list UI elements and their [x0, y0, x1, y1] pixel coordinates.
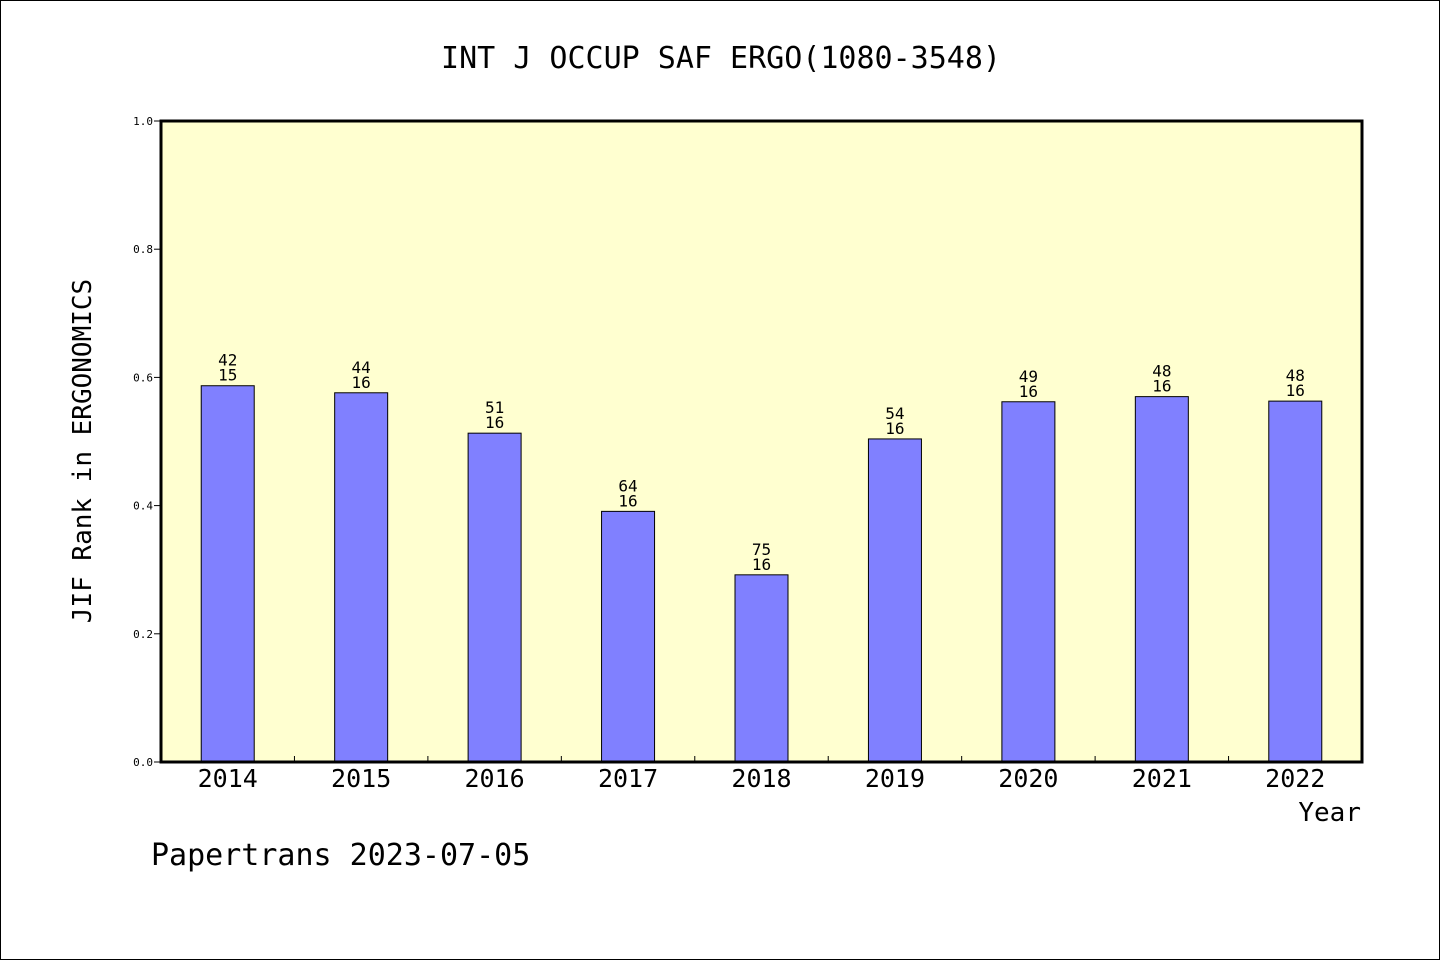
bar-2020	[1001, 401, 1056, 763]
x-tick-label: 2018	[731, 764, 791, 793]
x-tick-label: 2019	[865, 764, 925, 793]
y-tick-label: 0.2	[133, 628, 153, 641]
footer-text: Papertrans 2023-07-05	[151, 838, 530, 873]
y-tick-label: 0.4	[133, 500, 153, 513]
bar-label-top: 49	[1019, 367, 1038, 386]
bar-label-top: 48	[1286, 366, 1305, 385]
bar-2017	[601, 510, 656, 763]
bar-2021	[1134, 396, 1189, 763]
y-axis-ticks: 0.0 0.2 0.4 0.6 0.8 1.0	[133, 115, 161, 769]
bar-label-bottom: 16	[1152, 377, 1171, 396]
x-tick-label: 2020	[998, 764, 1058, 793]
x-tick-label: 2021	[1132, 764, 1192, 793]
bar-label-bottom: 16	[1286, 381, 1305, 400]
x-tick-label: 2022	[1265, 764, 1325, 793]
bar-label-bottom: 16	[352, 373, 371, 392]
y-tick-label: 0.6	[133, 371, 153, 384]
bars	[200, 385, 1323, 763]
plot-border	[159, 119, 1364, 764]
y-tick-label: 1.0	[133, 115, 153, 128]
x-tick-label: 2016	[465, 764, 525, 793]
x-tick-label: 2015	[331, 764, 391, 793]
x-tick-label: 2014	[198, 764, 258, 793]
chart-title: INT J OCCUP SAF ERGO(1080-3548)	[441, 41, 1001, 76]
bar-label-bottom: 15	[218, 366, 237, 385]
bar-2015	[334, 392, 389, 763]
bar-label-top: 54	[885, 404, 904, 423]
y-tick-label: 0.0	[133, 756, 153, 769]
bar-label-top: 42	[218, 351, 237, 370]
x-axis-ticks: 2014 2015 2016 2017 2018 2019 2020 2021 2022	[198, 756, 1325, 793]
x-axis-label: Year	[1298, 798, 1361, 828]
x-tick-label: 2017	[598, 764, 658, 793]
bar-2014	[200, 385, 255, 763]
bar-label-bottom: 16	[485, 413, 504, 432]
bar-label-top: 44	[352, 358, 371, 377]
bar-label-top: 75	[752, 540, 771, 559]
bar-2018	[734, 574, 789, 763]
bar-2016	[467, 432, 522, 763]
bar-label-top: 64	[618, 476, 637, 495]
bar-label-bottom: 16	[885, 419, 904, 438]
bar-label-bottom: 16	[752, 555, 771, 574]
y-axis-label: JIF Rank in ERGONOMICS	[68, 279, 98, 623]
bar-label-bottom: 16	[1019, 382, 1038, 401]
y-tick-label: 0.8	[133, 243, 153, 256]
bar-label-bottom: 16	[618, 491, 637, 510]
bar-2022	[1268, 400, 1323, 763]
bar-label-top: 48	[1152, 362, 1171, 381]
bar-2019	[867, 438, 922, 763]
bar-label-top: 51	[485, 398, 504, 417]
